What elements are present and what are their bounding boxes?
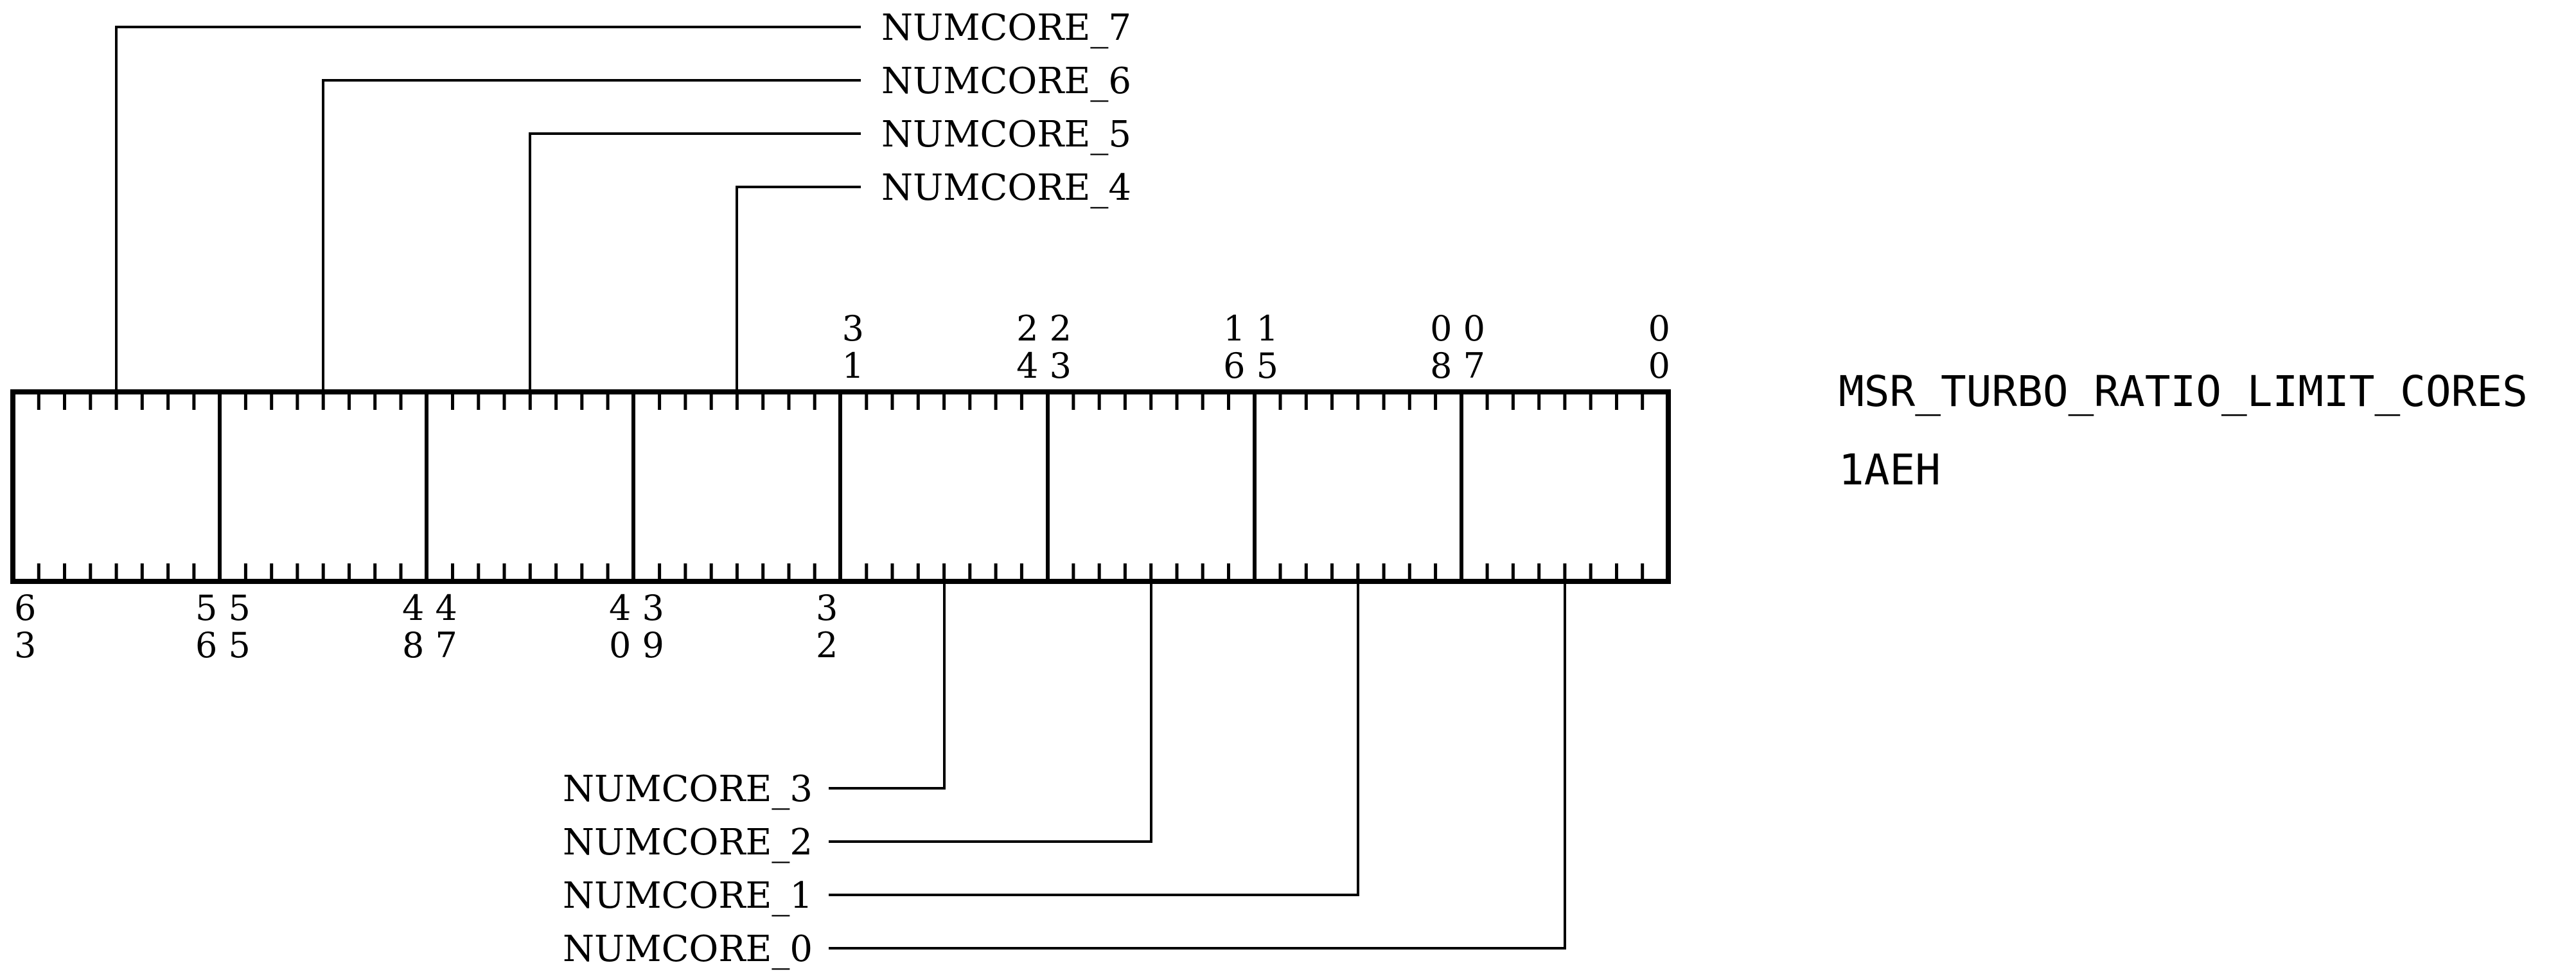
bit-number-63-bottom: 3	[14, 625, 36, 666]
field-label-numcore-0: NUMCORE_0	[563, 928, 813, 970]
bit-number-16-15-bottom: 6 5	[1223, 346, 1278, 386]
top-bit-numbers: 3 1 2 2 4 3 1 1 6 5 0 0 8 7 0 0	[842, 308, 1670, 386]
register-info: MSR_TURBO_RATIO_LIMIT_CORES 1AEH	[1839, 367, 2528, 495]
bit-number-24-23-top: 2 2	[1016, 308, 1072, 349]
bit-number-48-47-top: 4 4	[402, 588, 457, 628]
register-name: MSR_TURBO_RATIO_LIMIT_CORES	[1839, 367, 2528, 416]
field-label-numcore-3: NUMCORE_3	[563, 768, 813, 810]
bit-number-24-23-bottom: 4 3	[1016, 346, 1072, 386]
field-label-numcore-6: NUMCORE_6	[881, 60, 1131, 102]
top-field-labels: NUMCORE_7 NUMCORE_6 NUMCORE_5 NUMCORE_4	[881, 7, 1131, 209]
bit-number-56-55-bottom: 6 5	[195, 625, 251, 666]
leader-numcore-7	[115, 26, 861, 392]
leader-numcore-6	[322, 79, 861, 392]
bit-number-8-7-bottom: 8 7	[1430, 346, 1485, 386]
bit-number-8-7-top: 0 0	[1430, 308, 1485, 349]
top-leaders	[115, 26, 861, 392]
register-address: 1AEH	[1839, 445, 1941, 495]
bit-number-56-55-top: 5 5	[195, 588, 251, 628]
leader-numcore-0	[829, 581, 1566, 950]
bottom-leaders	[829, 581, 1566, 950]
bit-number-0-top: 0	[1648, 308, 1670, 349]
bit-number-40-39-bottom: 0 9	[609, 625, 664, 666]
field-label-numcore-5: NUMCORE_5	[881, 114, 1131, 155]
bit-number-40-39-top: 4 3	[609, 588, 664, 628]
bit-number-32-bottom: 2	[816, 625, 838, 666]
bit-number-31-bottom: 1	[842, 346, 864, 386]
field-label-numcore-2: NUMCORE_2	[563, 822, 813, 863]
leader-numcore-5	[529, 132, 861, 392]
bit-number-63-top: 6	[14, 588, 36, 628]
bit-number-16-15-top: 1 1	[1223, 308, 1278, 349]
bit-number-48-47-bottom: 8 7	[402, 625, 457, 666]
field-dividers	[218, 392, 1463, 581]
leader-numcore-4	[736, 186, 861, 392]
field-label-numcore-4: NUMCORE_4	[881, 167, 1131, 209]
bottom-field-labels: NUMCORE_3 NUMCORE_2 NUMCORE_1 NUMCORE_0	[563, 768, 813, 970]
leader-numcore-1	[829, 581, 1359, 896]
bit-number-31-top: 3	[842, 308, 864, 349]
leader-numcore-3	[829, 581, 946, 790]
field-label-numcore-7: NUMCORE_7	[881, 7, 1131, 49]
bottom-bit-numbers: 6 3 5 5 6 5 4 4 8 7 4 3 0 9 3 2	[14, 588, 838, 666]
bit-number-0-bottom: 0	[1648, 346, 1670, 386]
bit-ticks	[37, 392, 1645, 581]
field-label-numcore-1: NUMCORE_1	[563, 875, 813, 917]
bit-number-32-top: 3	[816, 588, 838, 628]
leader-numcore-2	[829, 581, 1152, 843]
